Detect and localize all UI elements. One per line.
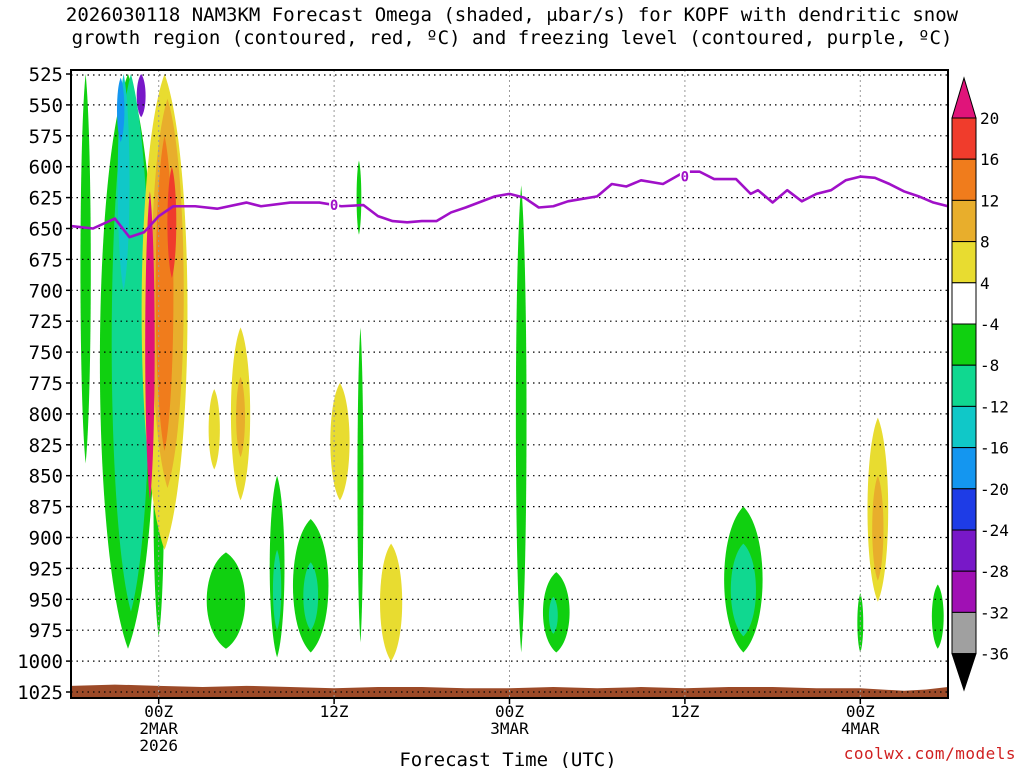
omega-region-low-green-a	[206, 552, 246, 649]
omega-region-upper-column-blue	[116, 77, 125, 142]
omega-region-thin-green-e	[356, 160, 362, 235]
y-tick-label: 1000	[17, 651, 63, 673]
y-tick-label: 800	[29, 404, 63, 426]
omega-region-low-yellow-d	[380, 543, 403, 662]
colorbar-swatch	[951, 611, 977, 655]
y-tick-label: 750	[29, 342, 63, 364]
colorbar-label: 8	[980, 233, 990, 252]
colorbar-swatch	[951, 199, 977, 243]
y-tick-label: 875	[29, 497, 63, 519]
colorbar-label: -20	[980, 480, 1009, 499]
freezing-level-label: 0	[330, 198, 338, 214]
x-tick-label: 2026	[139, 736, 178, 755]
x-tick-label: 12Z	[320, 702, 349, 721]
y-tick-label: 900	[29, 528, 63, 550]
colorbar-swatch	[951, 488, 977, 531]
colorbar-label: -24	[980, 521, 1009, 540]
plot-frame	[70, 69, 949, 699]
omega-region-mid-yellow-c	[330, 383, 350, 501]
x-tick-label: 12Z	[670, 702, 699, 721]
y-tick-label: 950	[29, 589, 63, 611]
omega-region-thin-green-d	[357, 327, 364, 643]
colorbar-label: 12	[980, 191, 999, 210]
colorbar-swatch	[951, 570, 977, 613]
colorbar-label: -36	[980, 645, 1009, 664]
omega-region-rising-column-red	[167, 166, 177, 278]
colorbar-swatch	[951, 117, 977, 160]
y-tick-label: 825	[29, 435, 63, 457]
colorbar-swatch	[951, 158, 977, 201]
colorbar-label: -8	[980, 356, 999, 375]
y-tick-label: 600	[29, 157, 63, 179]
colorbar-label: 16	[980, 150, 999, 169]
omega-region-low-teal-c	[303, 562, 319, 631]
freezing-label-bg-0	[329, 198, 340, 213]
colorbar-label: -28	[980, 562, 1009, 581]
omega-region-low-green-k	[931, 584, 944, 649]
colorbar-label: -32	[980, 603, 1009, 622]
y-tick-label: 650	[29, 219, 63, 241]
omega-region-upper-column-purple	[136, 74, 146, 118]
colorbar-label: 20	[980, 109, 999, 128]
colorbar-label: -4	[980, 315, 999, 334]
omega-region-thin-green-i	[857, 593, 864, 653]
y-tick-label: 775	[29, 373, 63, 395]
colorbar-label: 4	[980, 274, 990, 293]
x-tick-label: 00Z	[846, 702, 875, 721]
y-tick-label: 525	[29, 64, 63, 86]
x-tick-label: 00Z	[495, 702, 524, 721]
x-tick-label: 3MAR	[490, 719, 529, 738]
colorbar-swatch	[951, 241, 977, 284]
x-tick-label: 2MAR	[139, 719, 178, 738]
colorbar-label: -12	[980, 397, 1009, 416]
chart-title-line-1: 2026030118 NAM3KM Forecast Omega (shaded…	[65, 4, 959, 26]
colorbar-swatch	[951, 323, 977, 366]
y-tick-label: 700	[29, 280, 63, 302]
omega-region-low-teal-b	[272, 549, 282, 631]
gridlines	[71, 70, 948, 698]
colorbar-swatch	[951, 282, 977, 325]
omega-region-lobe-gold-b	[236, 376, 245, 458]
y-tick-label: 975	[29, 620, 63, 642]
omega-region-low-teal-h	[730, 543, 756, 637]
y-axis: 525 550 575 600 625 650 675 700 725 750 775 800 825 8…	[17, 64, 71, 704]
omega-region-early-column-green	[80, 74, 91, 464]
chart-title-line-2: growth region (contoured, red, ºC) and f…	[71, 27, 953, 49]
freezing-level-layer: 00	[71, 169, 948, 239]
freezing-level-line	[71, 170, 948, 239]
y-tick-label: 850	[29, 466, 63, 488]
x-tick-label: 00Z	[144, 702, 173, 721]
colorbar-bottom-arrow	[951, 653, 977, 692]
y-tick-label: 1025	[17, 682, 63, 704]
y-tick-label: 575	[29, 126, 63, 148]
y-tick-label: 550	[29, 95, 63, 117]
colorbar: 20 16 12 8 4 -4 -8 -12 -16 -20 -24 -28 -32 -36	[951, 76, 1009, 692]
x-axis-label: Forecast Time (UTC)	[399, 749, 616, 768]
colorbar-top-arrow	[951, 76, 977, 119]
freezing-level-label: 0	[681, 170, 689, 186]
y-tick-label: 725	[29, 311, 63, 333]
omega-region-lobe-yellow-a	[208, 389, 220, 470]
omega-region-long-green-f	[515, 185, 527, 653]
colorbar-swatch	[951, 447, 977, 490]
omega-shading	[80, 74, 944, 662]
freezing-label-bg-1	[679, 169, 690, 184]
credit-text: coolwx.com/models	[843, 744, 1016, 763]
omega-region-rising-column-magenta	[145, 191, 155, 501]
colorbar-swatch	[951, 405, 977, 449]
x-tick-label: 4MAR	[841, 719, 880, 738]
colorbar-swatch	[951, 364, 977, 407]
colorbar-label: -16	[980, 439, 1009, 458]
omega-region-low-gold-j	[872, 475, 884, 581]
colorbar-swatch	[951, 529, 977, 572]
y-tick-label: 625	[29, 188, 63, 210]
y-tick-label: 925	[29, 558, 63, 580]
y-tick-label: 675	[29, 249, 63, 271]
omega-region-low-teal-g	[548, 596, 558, 634]
